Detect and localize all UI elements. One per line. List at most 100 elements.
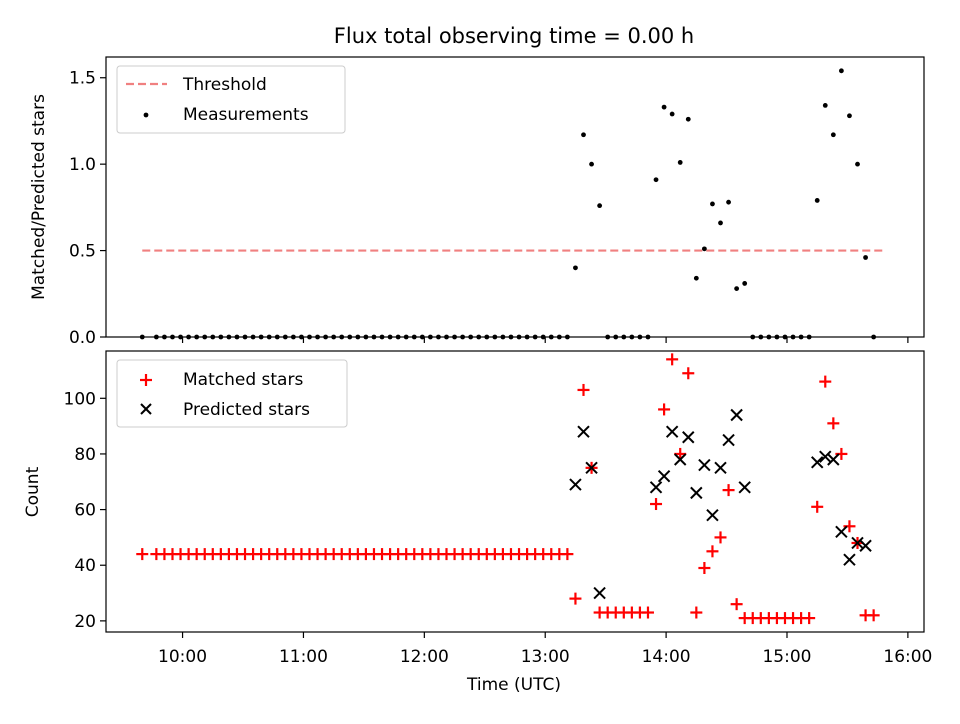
x-tick-label: 16:00 [883,647,932,667]
x-tick-label: 15:00 [762,647,811,667]
matched-point [561,548,574,561]
matched-point [827,417,840,430]
matched-point [730,598,743,611]
measurement-point [726,199,731,205]
predicted-point [690,486,703,500]
y-tick-label: 20 [74,612,96,632]
predicted-point [738,481,751,494]
measurement-point [581,132,586,138]
measurement-point [863,255,868,260]
measurement-point [661,104,667,110]
matched-point [819,375,832,388]
predicted-point [811,456,824,469]
y-tick-label: 60 [74,501,96,521]
matched-point [843,520,856,533]
measurement-point [669,111,675,117]
ratio-legend-box [116,65,346,134]
matched-point [569,592,582,605]
matched-point [658,403,671,416]
y-tick-label: 80 [74,445,96,465]
count-x-ticks: 10:00 11:00 12:00 13:00 14:00 15:00 16:00 [158,632,932,667]
matched-point [811,500,824,513]
predicted-point [585,461,598,475]
y-tick-label: 0.5 [69,242,96,262]
measurements-legend-swatch [143,112,149,118]
predicted-point [722,433,735,447]
predicted-point [682,431,695,444]
measurement-point [677,160,683,165]
matched-legend-label: Matched stars [183,370,303,390]
matched-point [650,498,663,511]
ratio-y-axis-label: Matched/Predicted stars [29,94,49,300]
matched-point [690,606,703,619]
measurement-point [718,220,723,226]
y-tick-label: 40 [74,556,96,576]
x-tick-label: 11:00 [279,647,328,667]
measurement-point [734,286,740,292]
matched-point [714,531,727,544]
ratio-y-ticks: 0.0 0.5 1.0 1.5 [69,69,106,348]
predicted-point [706,508,719,522]
measurement-point [653,177,659,183]
matched-point [835,447,848,460]
predicted-point [819,450,832,463]
measurement-point [855,161,860,167]
matched-point [706,545,719,558]
x-tick-label: 13:00 [521,647,570,667]
measurement-point [838,68,844,74]
y-tick-label: 1.0 [69,155,96,175]
count-legend: Matched stars Predicted stars [116,359,348,428]
matched-point [674,447,687,460]
predicted-point [827,453,840,466]
count-panel: 20 40 60 80 100 10:00 11:00 12:00 13:00 14:00 15:… [23,350,932,695]
predicted-point [577,425,590,438]
measurement-point [710,201,715,207]
x-tick-label: 12:00 [400,647,449,667]
predicted-point [698,458,711,472]
matched-point [666,353,679,366]
matched-point [803,612,816,625]
ratio-panel: 0.0 0.5 1.0 1.5 Matched/Predicted stars Thr… [29,56,925,348]
x-tick-label: 14:00 [642,647,691,667]
matched-point [722,484,735,497]
measurement-point [597,203,603,209]
measurement-point [693,275,699,281]
predicted-legend-swatch [140,403,152,415]
predicted-point [835,525,848,539]
count-panel-frame [105,350,925,633]
predicted-point [569,478,582,491]
count-y-axis-label: Count [23,466,43,517]
measurement-point [822,102,828,108]
measurement-point [814,198,820,203]
measurement-point [742,281,748,286]
count-y-ticks: 20 40 60 80 100 [64,389,106,632]
x-axis-label: Time (UTC) [466,675,561,695]
ratio-marks [139,68,884,340]
matched-point [136,548,149,561]
measurement-point [573,265,578,271]
count-legend-box [116,359,348,428]
y-tick-label: 0.0 [69,328,96,348]
predicted-point [714,461,727,475]
predicted-legend-label: Predicted stars [183,400,310,420]
measurement-point [589,161,594,167]
matched-point [698,562,711,575]
measurement-point [830,132,836,138]
predicted-point [674,453,687,466]
ratio-legend: Threshold Measurements [116,65,346,134]
y-tick-label: 100 [64,389,96,409]
matched-point [641,606,654,619]
matched-point [867,609,880,622]
predicted-point [859,539,872,552]
count-marks [136,353,880,625]
predicted-point [730,408,743,422]
ratio-x-ticks [181,337,909,343]
ratio-panel-frame [105,56,925,338]
measurements-legend-label: Measurements [183,105,309,125]
threshold-legend-label: Threshold [182,75,267,95]
predicted-point [649,481,663,494]
x-tick-label: 10:00 [158,647,207,667]
predicted-point [665,425,679,438]
predicted-point [657,469,671,483]
